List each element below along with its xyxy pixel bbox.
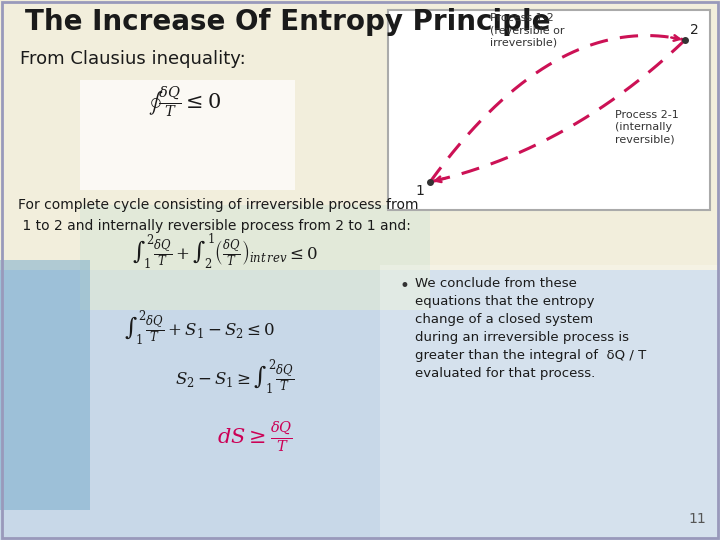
Text: The Increase Of Entropy Principle: The Increase Of Entropy Principle — [25, 8, 551, 36]
Bar — [380, 265, 720, 540]
Text: Process 1-2
(reversible or
irreversible): Process 1-2 (reversible or irreversible) — [490, 13, 564, 48]
Text: For complete cycle consisting of irreversible process from
 1 to 2 and internall: For complete cycle consisting of irrever… — [18, 198, 418, 233]
Bar — [0, 270, 720, 540]
Text: $S_2 - S_1 \geq \int_1^2 \frac{\delta Q}{T}$: $S_2 - S_1 \geq \int_1^2 \frac{\delta Q}… — [175, 357, 294, 396]
Text: 1: 1 — [415, 184, 424, 198]
Bar — [388, 10, 710, 210]
Text: 2: 2 — [690, 23, 698, 37]
Bar — [0, 0, 720, 50]
Bar — [80, 80, 295, 190]
Bar — [0, 260, 90, 510]
Text: Process 2-1
(internally
reversible): Process 2-1 (internally reversible) — [615, 110, 679, 145]
Text: $\int_1^2 \frac{\delta Q}{T} + \int_2^1 \left(\frac{\delta Q}{T}\right)_{int\,re: $\int_1^2 \frac{\delta Q}{T} + \int_2^1 … — [132, 232, 318, 271]
Text: $\oint \frac{\delta Q}{T} \leq 0$: $\oint \frac{\delta Q}{T} \leq 0$ — [148, 85, 222, 119]
Text: •: • — [400, 277, 410, 295]
Text: 11: 11 — [688, 512, 706, 526]
Text: From Clausius inequality:: From Clausius inequality: — [20, 50, 246, 68]
Text: $dS \geq \frac{\delta Q}{T}$: $dS \geq \frac{\delta Q}{T}$ — [217, 420, 293, 454]
Text: We conclude from these
equations that the entropy
change of a closed system
duri: We conclude from these equations that th… — [415, 277, 647, 380]
Bar — [0, 0, 720, 270]
Text: $\int_1^2 \frac{\delta Q}{T} + S_1 - S_2 \leq 0$: $\int_1^2 \frac{\delta Q}{T} + S_1 - S_2… — [125, 308, 276, 348]
Bar — [80, 205, 430, 310]
